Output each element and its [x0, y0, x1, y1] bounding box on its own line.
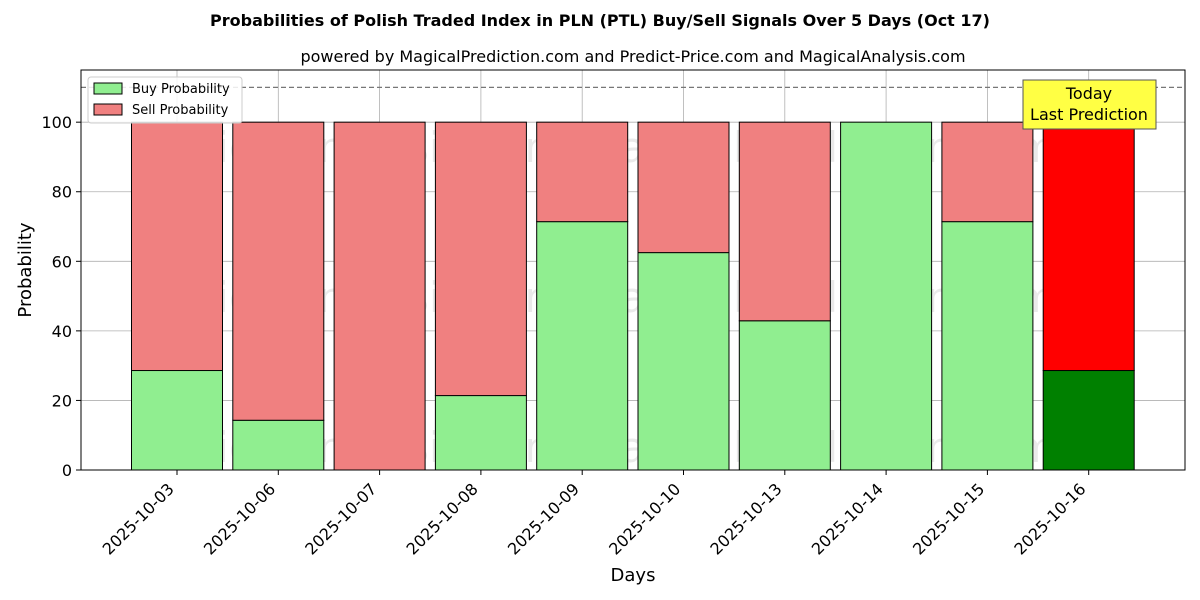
x-tick-label: 2025-10-08: [403, 479, 482, 558]
sell-bar: [1042, 121, 1135, 372]
y-tick-label: 20: [52, 391, 72, 410]
buy-bar: [1042, 370, 1135, 471]
buy-bar: [536, 221, 629, 471]
sell-bar: [637, 121, 730, 254]
x-tick-label: 2025-10-07: [301, 479, 380, 558]
today-annotation-box: [1022, 79, 1157, 130]
y-tick-label: 80: [52, 183, 72, 202]
buy-bar: [738, 320, 831, 471]
y-tick-label: 60: [52, 252, 72, 271]
today-annotation-text: Today: [1065, 84, 1112, 103]
x-tick-label: 2025-10-15: [909, 479, 988, 558]
x-tick-label: 2025-10-06: [200, 479, 279, 558]
legend-label: Buy Probability: [132, 82, 230, 97]
buy-bar: [131, 370, 223, 471]
sell-bar: [738, 121, 831, 322]
legend-swatch: [93, 82, 123, 95]
x-tick-label: 2025-10-09: [504, 479, 583, 558]
sell-bar: [131, 121, 223, 372]
chart-title: Probabilities of Polish Traded Index in …: [210, 11, 990, 30]
plot-area: 020406080100MagicalAnalysis.comMagicalPr…: [41, 69, 1186, 559]
sell-bar: [333, 121, 426, 471]
x-axis-label: Days: [611, 565, 656, 586]
x-tick-label: 2025-10-14: [808, 479, 887, 558]
x-tick-label: 2025-10-10: [605, 479, 684, 558]
legend-box: [87, 76, 243, 124]
sell-bar: [232, 121, 325, 421]
legend-swatch: [93, 103, 123, 116]
buy-bar: [941, 221, 1034, 471]
x-tick-label: 2025-10-16: [1010, 479, 1089, 558]
legend-label: Sell Probability: [132, 103, 229, 118]
buy-bar: [637, 252, 730, 471]
plot-frame: [80, 69, 1186, 471]
buy-bar: [434, 395, 527, 471]
y-axis-label: Probability: [15, 222, 36, 317]
buy-bar: [232, 419, 325, 471]
sell-bar: [941, 121, 1034, 223]
chart-subtitle: powered by MagicalPrediction.com and Pre…: [300, 47, 965, 66]
y-tick-label: 100: [41, 113, 72, 132]
y-tick-label: 0: [62, 461, 72, 480]
buy-bar: [840, 121, 933, 471]
sell-bar: [536, 121, 629, 223]
sell-bar: [434, 121, 527, 397]
today-annotation-text: Last Prediction: [1030, 105, 1148, 124]
x-tick-label: 2025-10-13: [706, 479, 785, 558]
x-tick-label: 2025-10-03: [99, 479, 178, 558]
y-tick-label: 40: [52, 322, 72, 341]
